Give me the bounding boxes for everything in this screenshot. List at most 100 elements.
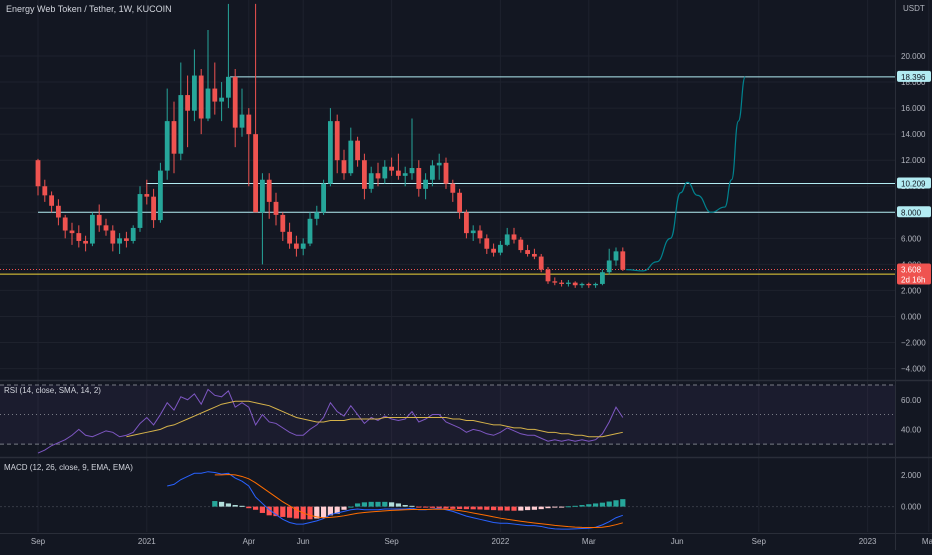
- x-tick-label: Sep: [384, 537, 399, 546]
- macd-histogram-bar: [361, 502, 367, 507]
- candle-body: [396, 170, 401, 176]
- candle-body: [226, 76, 231, 98]
- macd-histogram-bar: [545, 506, 551, 509]
- macd-histogram-bar: [606, 501, 612, 507]
- macd-histogram-bar: [355, 503, 361, 507]
- candle-body: [103, 225, 109, 231]
- candle-body: [579, 283, 585, 286]
- candle-body: [185, 95, 190, 111]
- macd-histogram-bar: [450, 506, 456, 509]
- macd-histogram-bar: [538, 506, 544, 510]
- macd-histogram-bar: [579, 505, 585, 507]
- candle-body: [287, 231, 292, 244]
- macd-histogram-bar: [572, 505, 578, 507]
- macd-histogram-bar: [273, 506, 279, 517]
- signal-line: [214, 474, 623, 529]
- y-tick-label: 20.000: [901, 52, 926, 61]
- macd-histogram-bar: [389, 502, 395, 507]
- candle-body: [600, 272, 605, 284]
- candle-body: [164, 121, 170, 171]
- candle-body: [90, 214, 95, 244]
- macd-histogram-bar: [491, 506, 497, 511]
- countdown-label: 2d 16h: [901, 275, 925, 284]
- candle-body: [348, 140, 354, 174]
- y-tick-label: −4.000: [901, 365, 926, 374]
- macd-histogram-bar: [402, 505, 408, 507]
- candle-body: [144, 194, 150, 197]
- candle-body: [498, 244, 503, 253]
- candle-body: [171, 121, 177, 154]
- candle-body: [35, 160, 41, 187]
- candle-body: [205, 88, 211, 119]
- macd-histogram-bar: [552, 506, 558, 508]
- candle-body: [219, 97, 224, 102]
- y-tick-label: 14.000: [901, 130, 926, 139]
- macd-histogram-bar: [375, 501, 381, 507]
- macd-histogram-bar: [525, 506, 531, 511]
- candle-body: [423, 179, 428, 189]
- candle-body: [450, 183, 456, 193]
- macd-histogram-bar: [484, 506, 490, 510]
- macd-histogram-bar: [497, 506, 503, 511]
- macd-histogram-bar: [613, 500, 619, 507]
- candle-body: [307, 218, 313, 244]
- currency-label: USDT: [903, 4, 925, 13]
- x-tick-label: 2022: [492, 537, 510, 546]
- macd-histogram-bar: [232, 505, 238, 507]
- candle-body: [328, 121, 333, 184]
- y-tick-label: 6.000: [901, 234, 922, 243]
- macd-histogram-bar: [382, 501, 388, 507]
- candle-body: [368, 173, 374, 189]
- candle-body: [538, 256, 544, 270]
- candle-body: [593, 283, 598, 286]
- macd-histogram-bar: [599, 502, 605, 507]
- candle-body: [212, 88, 218, 102]
- macd-histogram-bar: [239, 505, 245, 507]
- candle-body: [110, 230, 116, 244]
- candle-body: [192, 75, 197, 111]
- candle-body: [457, 192, 462, 213]
- macd-histogram-bar: [225, 503, 231, 507]
- macd-histogram-bar: [409, 505, 415, 507]
- candle-body: [620, 251, 626, 270]
- candle-body: [518, 239, 524, 251]
- chart-title: Energy Web Token / Tether, 1W, KUCOIN: [6, 4, 172, 14]
- macd-histogram-bar: [531, 506, 537, 510]
- candle-body: [178, 95, 184, 154]
- candle-body: [402, 173, 408, 176]
- candle-body: [151, 196, 156, 221]
- candle-body: [532, 253, 537, 257]
- candle-body: [76, 233, 82, 241]
- macd-histogram-bar: [368, 501, 374, 507]
- macd-histogram-bar: [620, 499, 626, 507]
- macd-histogram-bar: [219, 501, 225, 507]
- candle-body: [389, 166, 394, 171]
- macd-histogram-bar: [334, 506, 340, 514]
- projection-path: [626, 76, 746, 272]
- candle-body: [69, 230, 75, 234]
- candle-body: [559, 282, 564, 284]
- candle-body: [606, 260, 612, 273]
- macd-histogram-bar: [327, 506, 333, 516]
- rsi-tick-label: 40.00: [901, 425, 922, 434]
- candle-body: [232, 76, 238, 128]
- candle-body: [294, 243, 299, 249]
- macd-histogram-bar: [314, 506, 320, 519]
- candle-body: [464, 212, 469, 234]
- macd-histogram-bar: [259, 506, 265, 513]
- current-price-label: 3.608: [901, 265, 922, 274]
- candle-body: [504, 234, 510, 245]
- macd-histogram-bar: [293, 506, 299, 519]
- candle-body: [586, 283, 592, 286]
- candle-body: [62, 217, 68, 231]
- macd-histogram-bar: [477, 506, 483, 510]
- candle-body: [124, 238, 129, 241]
- candle-body: [239, 114, 245, 128]
- candle-body: [572, 282, 578, 286]
- candle-body: [300, 243, 306, 249]
- candle-body: [334, 121, 340, 161]
- macd-histogram-bar: [395, 503, 401, 507]
- candle-body: [198, 75, 204, 119]
- rsi-band: [0, 384, 895, 445]
